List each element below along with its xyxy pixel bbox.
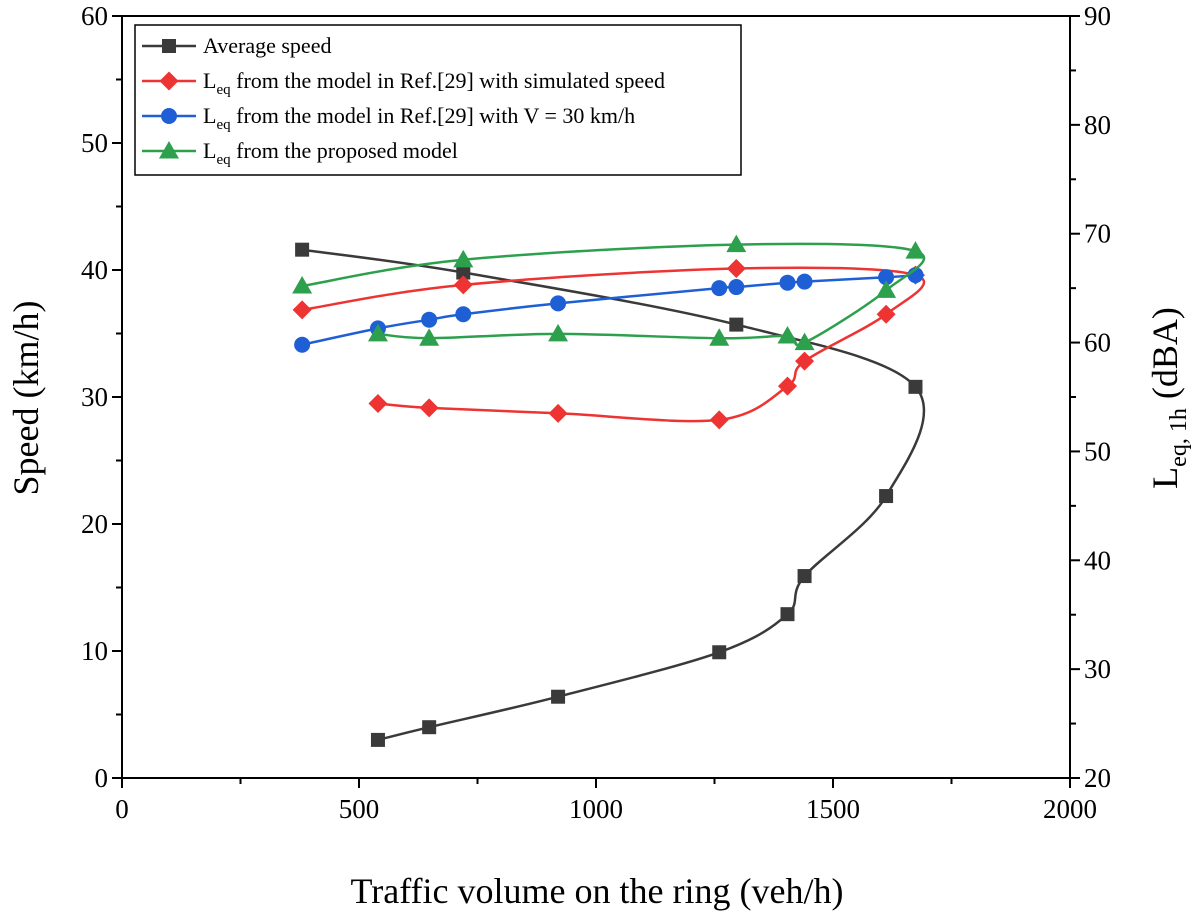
legend-entry-label: Average speed — [203, 33, 331, 58]
legend-main: Average speed — [203, 33, 331, 58]
data-point — [370, 732, 385, 747]
y-tick-label: 60 — [81, 1, 108, 31]
series-line — [301, 266, 926, 423]
y-tick-label: 20 — [81, 509, 108, 539]
data-point — [292, 300, 312, 320]
y2-tick-label: 80 — [1084, 110, 1111, 140]
y-tick-label: 50 — [81, 128, 108, 158]
y2-tick-label: 30 — [1084, 654, 1111, 684]
data-point — [421, 311, 438, 328]
series-2 — [294, 267, 924, 353]
data-point — [908, 379, 923, 394]
data-point — [548, 323, 569, 342]
series-1 — [292, 259, 926, 430]
legend-marker — [161, 108, 177, 124]
legend-rest: from the model in Ref.[29] with V = 30 k… — [231, 103, 636, 128]
series-line — [301, 273, 916, 346]
legend-marker — [162, 39, 176, 53]
legend-sub: eq — [216, 117, 231, 133]
data-point — [455, 306, 472, 323]
data-point — [295, 242, 310, 257]
data-point — [777, 326, 798, 344]
y2-axis-title: Leq, 1h (dBA) — [1145, 307, 1192, 489]
data-point — [876, 304, 896, 324]
y2-axis-title-main: L — [1145, 467, 1185, 489]
data-point — [368, 394, 388, 414]
data-point — [726, 259, 746, 279]
legend-marker — [159, 141, 179, 159]
y-tick-label: 40 — [81, 255, 108, 285]
y-tick-label: 30 — [81, 382, 108, 412]
x-tick-label: 0 — [115, 794, 129, 824]
data-point — [551, 689, 566, 704]
data-point — [712, 645, 727, 660]
data-point — [797, 569, 812, 584]
data-point — [796, 273, 813, 290]
data-point — [422, 720, 437, 735]
data-point — [777, 376, 797, 396]
y2-axis-title-unit: (dBA) — [1145, 307, 1185, 408]
data-point — [726, 234, 747, 253]
legend-main: L — [203, 103, 216, 128]
legend-main: L — [203, 68, 216, 93]
y2-tick-label: 20 — [1084, 763, 1111, 793]
legend: Average speed Leq from the model in Ref.[… — [134, 24, 742, 176]
x-tick-label: 1000 — [569, 794, 623, 824]
data-point — [709, 328, 730, 346]
data-point — [879, 489, 894, 504]
data-point — [709, 410, 729, 430]
data-point — [456, 265, 471, 280]
y2-tick-label: 50 — [1084, 436, 1111, 466]
series-0 — [295, 242, 926, 747]
legend-entry-label: Leq from the proposed model — [203, 138, 458, 168]
legend-marker — [159, 71, 179, 91]
y2-tick-label: 60 — [1084, 328, 1111, 358]
legend-sub: eq — [216, 82, 231, 98]
data-point — [419, 398, 439, 418]
data-point — [795, 351, 815, 371]
data-point — [729, 317, 744, 332]
data-point — [876, 280, 897, 298]
y2-tick-label: 90 — [1084, 1, 1111, 31]
data-point — [780, 607, 795, 622]
x-axis-title: Traffic volume on the ring (veh/h) — [351, 871, 844, 911]
axes: 0 500 1000 1500 2000 0 10 20 30 40 50 60 20 30 40 50 60 7… — [81, 1, 1111, 824]
x-tick-label: 2000 — [1043, 794, 1097, 824]
data-series — [292, 234, 926, 747]
legend-entry-label: Leq from the model in Ref.[29] with V = … — [203, 103, 635, 133]
y-axis-title: Speed (km/h) — [6, 301, 46, 496]
data-point — [367, 323, 388, 342]
legend-main: L — [203, 138, 216, 163]
y2-tick-label: 40 — [1084, 545, 1111, 575]
legend-sub: eq — [216, 152, 231, 168]
data-point — [419, 328, 440, 346]
data-point — [794, 332, 815, 351]
data-point — [711, 280, 728, 297]
x-tick-label: 500 — [339, 794, 380, 824]
legend-rest: from the proposed model — [231, 138, 458, 163]
data-point — [292, 275, 313, 294]
data-point — [905, 241, 926, 259]
y-tick-label: 0 — [95, 763, 109, 793]
legend-box — [134, 24, 742, 176]
data-point — [728, 279, 745, 296]
series-line — [301, 242, 926, 347]
data-point — [550, 295, 567, 312]
series-line — [301, 248, 926, 742]
data-point — [878, 269, 895, 286]
data-point — [294, 336, 311, 353]
x-tick-label: 1500 — [806, 794, 860, 824]
data-point — [548, 403, 568, 423]
data-point — [453, 249, 474, 268]
legend-entry-label: Leq from the model in Ref.[29] with simu… — [203, 68, 665, 98]
data-point — [453, 275, 473, 295]
y2-tick-label: 70 — [1084, 219, 1111, 249]
series-3 — [292, 234, 926, 351]
y-tick-label: 10 — [81, 636, 108, 666]
legend-rest: from the model in Ref.[29] with simulate… — [231, 68, 665, 93]
data-point — [779, 274, 796, 291]
y2-axis-title-sub: eq, 1h — [1166, 408, 1192, 467]
